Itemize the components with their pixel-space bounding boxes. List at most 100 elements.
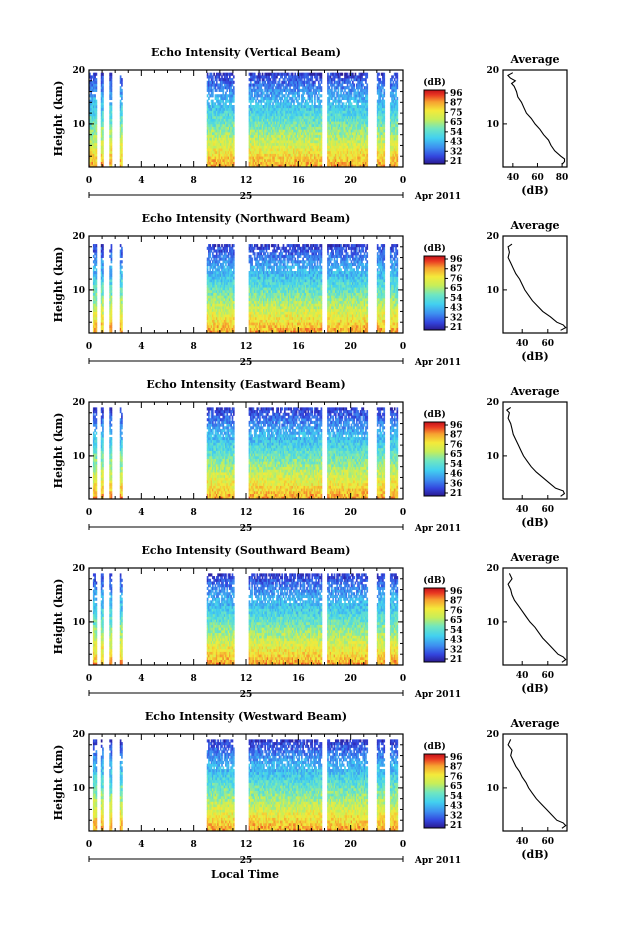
- heatmap-cell: [282, 94, 285, 98]
- heatmap-cell: [382, 161, 384, 165]
- heatmap-cell: [283, 80, 286, 84]
- heatmap-cell: [206, 137, 209, 141]
- heatmap-cell: [395, 118, 397, 122]
- heatmap-cell: [110, 306, 113, 310]
- heatmap-cell: [351, 115, 354, 119]
- heatmap-cell: [307, 137, 310, 141]
- heatmap-cell: [248, 158, 251, 163]
- heatmap-cell: [95, 254, 98, 258]
- heatmap-cell: [228, 129, 231, 133]
- heatmap-cell: [350, 137, 353, 141]
- heatmap-cell: [383, 105, 386, 109]
- heatmap-cell: [348, 107, 350, 111]
- heatmap-cell: [206, 72, 209, 76]
- average-frame: [502, 69, 568, 168]
- heatmap-cell: [349, 148, 352, 152]
- heatmap-cell: [302, 86, 304, 90]
- heatmap-cell: [102, 316, 104, 320]
- heatmap-cell: [110, 80, 113, 84]
- heatmap-cell: [293, 113, 295, 117]
- heatmap-cell: [273, 91, 276, 95]
- heatmap-cell: [349, 150, 352, 154]
- heatmap-cell: [208, 131, 210, 136]
- heatmap-cell: [227, 161, 230, 165]
- heatmap-cell: [283, 102, 286, 106]
- heatmap-cell: [361, 91, 363, 95]
- heatmap-cell: [261, 96, 264, 101]
- heatmap-cell: [90, 88, 93, 92]
- heatmap-cell: [230, 88, 233, 92]
- heatmap-cell: [255, 121, 257, 125]
- heatmap-cell: [211, 295, 214, 299]
- heatmap-cell: [276, 110, 278, 114]
- heatmap-cell: [317, 134, 320, 138]
- heatmap-cell: [286, 140, 289, 144]
- heatmap-cell: [102, 287, 104, 291]
- heatmap-cell: [251, 145, 253, 149]
- heatmap-cell: [342, 134, 345, 138]
- heatmap-cell: [346, 105, 349, 109]
- heatmap-cell: [383, 161, 386, 165]
- heatmap-cell: [317, 164, 320, 168]
- heatmap-cell: [219, 156, 222, 160]
- heatmap-cell: [217, 121, 219, 125]
- heatmap-cell: [268, 158, 270, 163]
- heatmap-cell: [209, 83, 212, 87]
- heatmap-cell: [359, 137, 362, 141]
- heatmap-cell: [317, 83, 320, 87]
- heatmap-cell: [94, 115, 96, 119]
- heatmap-cell: [345, 110, 348, 114]
- heatmap-cell: [289, 126, 291, 130]
- heatmap-cell: [308, 88, 311, 92]
- heatmap-cell: [217, 123, 219, 127]
- heatmap-cell: [217, 289, 219, 293]
- heatmap-cell: [348, 150, 350, 154]
- heatmap-cell: [362, 113, 365, 117]
- heatmap-cell: [289, 150, 291, 154]
- heatmap-cell: [320, 80, 323, 84]
- heatmap-cell: [218, 316, 221, 320]
- heatmap-cell: [363, 72, 366, 76]
- heatmap-cell: [312, 126, 315, 130]
- heatmap-cell: [349, 107, 352, 111]
- heatmap-cell: [311, 107, 314, 111]
- heatmap-cell: [354, 150, 357, 154]
- heatmap-cell: [341, 134, 344, 138]
- heatmap-cell: [295, 121, 298, 125]
- heatmap-cell: [223, 115, 226, 119]
- heatmap-cell: [359, 115, 362, 119]
- heatmap-cell: [393, 148, 396, 152]
- heatmap-cell: [100, 319, 103, 323]
- heatmap-cell: [392, 123, 395, 127]
- heatmap-cell: [353, 118, 355, 122]
- heatmap-cell: [391, 153, 393, 157]
- heatmap-cell: [311, 99, 314, 103]
- heatmap-cell: [256, 75, 259, 79]
- heatmap-cell: [121, 311, 123, 315]
- heatmap-cell: [302, 134, 304, 138]
- heatmap-cell: [379, 115, 382, 119]
- heatmap-cell: [222, 137, 225, 141]
- heatmap-cell: [222, 158, 225, 163]
- heatmap-cell: [119, 271, 122, 275]
- heatmap-cell: [319, 113, 321, 117]
- heatmap-cell: [249, 83, 252, 87]
- heatmap-cell: [109, 281, 111, 285]
- heatmap-cell: [100, 158, 103, 163]
- heatmap-cell: [329, 121, 332, 125]
- heatmap-cell: [278, 129, 281, 133]
- heatmap-cell: [265, 140, 268, 144]
- heatmap-cell: [280, 164, 282, 168]
- heatmap-cell: [312, 83, 315, 87]
- heatmap-cell: [316, 86, 319, 90]
- heatmap-cell: [283, 134, 286, 138]
- heatmap-cell: [355, 150, 358, 154]
- heatmap-cell: [287, 88, 290, 92]
- heatmap-cell: [348, 96, 350, 101]
- heatmap-cell: [265, 94, 268, 98]
- heatmap-cell: [225, 123, 227, 127]
- heatmap-cell: [304, 86, 307, 90]
- heatmap-cell: [342, 86, 345, 90]
- heatmap-cell: [310, 134, 312, 138]
- heatmap-cell: [379, 123, 382, 127]
